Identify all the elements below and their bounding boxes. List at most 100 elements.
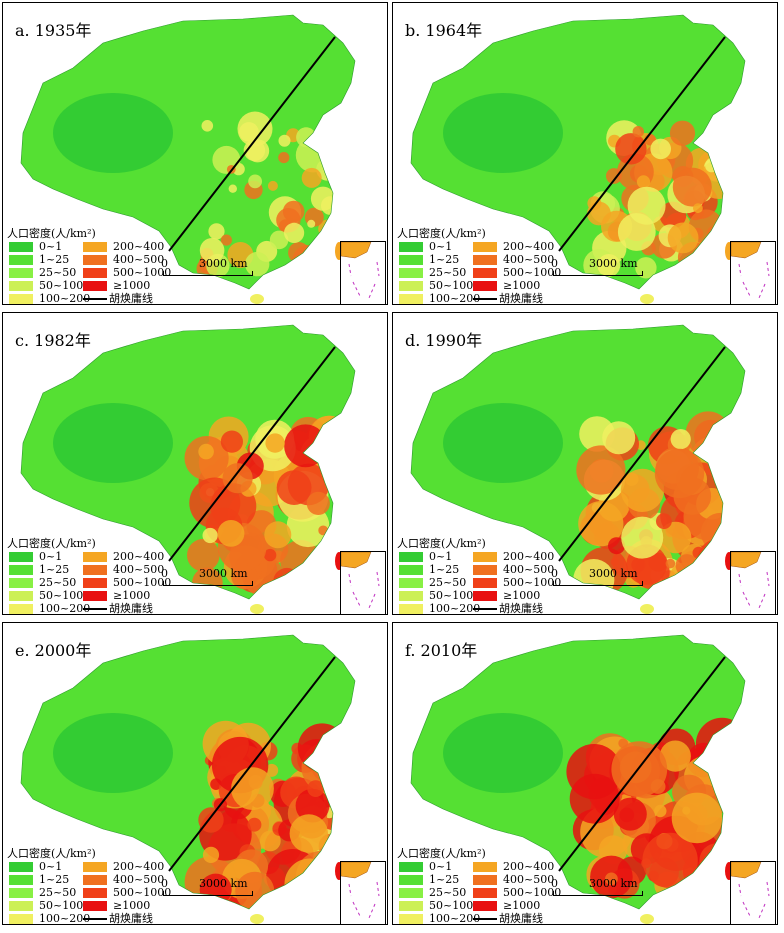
legend-swatch — [399, 888, 423, 898]
scale-bar: 0 3000 km — [551, 257, 643, 281]
scale-zero-label: 0 — [551, 257, 558, 270]
legend-item: 100~200 — [9, 603, 90, 614]
legend-item: 200~400 — [83, 861, 164, 873]
country-outline — [410, 634, 746, 910]
legend-item: 400~500 — [83, 254, 164, 266]
density-patch — [659, 740, 691, 772]
panel-title: f. 2010年 — [405, 641, 478, 660]
panel-title: b. 1964年 — [405, 21, 483, 40]
country-outline — [410, 14, 746, 290]
legend-item-hu-line: 胡焕庸线 — [473, 913, 543, 924]
legend-label: 50~100 — [39, 899, 84, 912]
legend-item-hu-line: 胡焕庸线 — [473, 603, 543, 614]
legend-label: 400~500 — [503, 873, 555, 886]
scale-distance-label: 3000 km — [589, 567, 638, 580]
legend-swatch — [83, 242, 107, 252]
legend-label: ≥1000 — [503, 899, 541, 912]
legend-label: 400~500 — [113, 253, 165, 266]
density-patch — [620, 468, 664, 512]
legend-swatch — [399, 242, 423, 252]
legend-label: 200~400 — [503, 550, 555, 563]
population-density-map — [410, 14, 746, 304]
legend-swatch — [9, 914, 33, 924]
density-patch — [705, 159, 719, 173]
density-patch — [602, 421, 636, 455]
hu-line-swatch — [473, 608, 497, 610]
legend-swatch — [473, 565, 497, 575]
legend-item: 50~100 — [9, 590, 83, 602]
legend-label: 200~400 — [503, 860, 555, 873]
legend-item: 0~1 — [399, 241, 452, 253]
legend-label: 0~1 — [429, 550, 453, 563]
panel-title: e. 2000年 — [15, 641, 92, 660]
density-patch — [284, 222, 305, 243]
density-patch — [245, 251, 270, 277]
legend-label: 25~50 — [39, 886, 77, 899]
legend-item: 500~1000 — [83, 267, 171, 279]
density-patch — [716, 854, 727, 865]
hu-line — [168, 346, 336, 562]
density-patch — [566, 744, 622, 800]
legend-swatch — [473, 888, 497, 898]
legend-item: 0~1 — [399, 861, 452, 873]
legend-item: 500~1000 — [83, 577, 171, 589]
density-patch — [578, 501, 624, 547]
population-density-map — [20, 634, 356, 924]
legend-label: 100~200 — [429, 292, 481, 305]
panel-title: a. 1935年 — [15, 21, 92, 40]
legend-swatch — [9, 255, 33, 265]
legend-item: 50~100 — [399, 900, 473, 912]
legend-item: ≥1000 — [83, 280, 150, 292]
legend-swatch — [399, 591, 423, 601]
low-density-region — [53, 93, 173, 173]
density-patch — [264, 521, 292, 549]
low-density-region — [443, 93, 563, 173]
legend-swatch — [473, 281, 497, 291]
density-patch — [259, 830, 281, 852]
hu-line-swatch — [473, 298, 497, 300]
low-density-region — [443, 403, 563, 483]
legend-label: 400~500 — [113, 563, 165, 576]
legend-item: ≥1000 — [473, 590, 540, 602]
legend-swatch — [399, 281, 423, 291]
density-patch — [667, 222, 699, 254]
legend-label: ≥1000 — [113, 589, 151, 602]
legend-title: 人口密度(人/km²) — [397, 537, 486, 550]
legend-label: 500~1000 — [503, 266, 562, 279]
legend-item: 25~50 — [9, 267, 76, 279]
density-patch — [267, 180, 278, 191]
legend-swatch — [9, 565, 33, 575]
density-patch — [672, 167, 712, 207]
scale-distance-label: 3000 km — [199, 567, 248, 580]
legend-swatch — [473, 862, 497, 872]
density-patch — [670, 429, 691, 450]
legend-swatch — [83, 268, 107, 278]
density-patch — [320, 765, 334, 780]
legend-swatch — [9, 888, 33, 898]
legend-swatch — [399, 604, 423, 614]
density-patch — [217, 520, 245, 547]
density-patch — [695, 717, 745, 771]
legend-label: 1~25 — [39, 563, 70, 576]
legend-item: 1~25 — [9, 564, 69, 576]
density-patch — [316, 856, 335, 875]
legend-swatch — [83, 578, 107, 588]
legend-label: 0~1 — [429, 240, 453, 253]
hainan-island — [640, 914, 654, 924]
legend-label: 0~1 — [39, 240, 63, 253]
legend-item: 25~50 — [399, 267, 466, 279]
legend-item: 1~25 — [399, 564, 459, 576]
hu-line-swatch — [473, 918, 497, 920]
hu-line — [558, 346, 726, 562]
south-china-sea-inset — [340, 241, 386, 304]
legend-item: ≥1000 — [83, 590, 150, 602]
legend-item: ≥1000 — [473, 900, 540, 912]
legend-swatch — [473, 242, 497, 252]
legend-title: 人口密度(人/km²) — [7, 227, 96, 240]
inset-map — [730, 241, 770, 299]
scale-distance-label: 3000 km — [589, 877, 638, 890]
hu-line — [168, 36, 336, 252]
hainan-island — [640, 294, 654, 304]
density-patch — [288, 242, 310, 264]
scale-distance-label: 3000 km — [199, 877, 248, 890]
